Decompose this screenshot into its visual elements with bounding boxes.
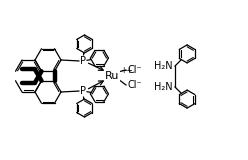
Text: Ru: Ru: [105, 71, 119, 81]
Text: Cl⁻: Cl⁻: [127, 80, 142, 90]
Text: Cl⁻: Cl⁻: [127, 65, 142, 75]
Text: ++: ++: [120, 65, 133, 75]
Text: H₂N: H₂N: [154, 61, 173, 71]
Text: P: P: [80, 86, 86, 96]
Text: H₂N: H₂N: [154, 82, 173, 92]
Text: P: P: [80, 56, 86, 66]
